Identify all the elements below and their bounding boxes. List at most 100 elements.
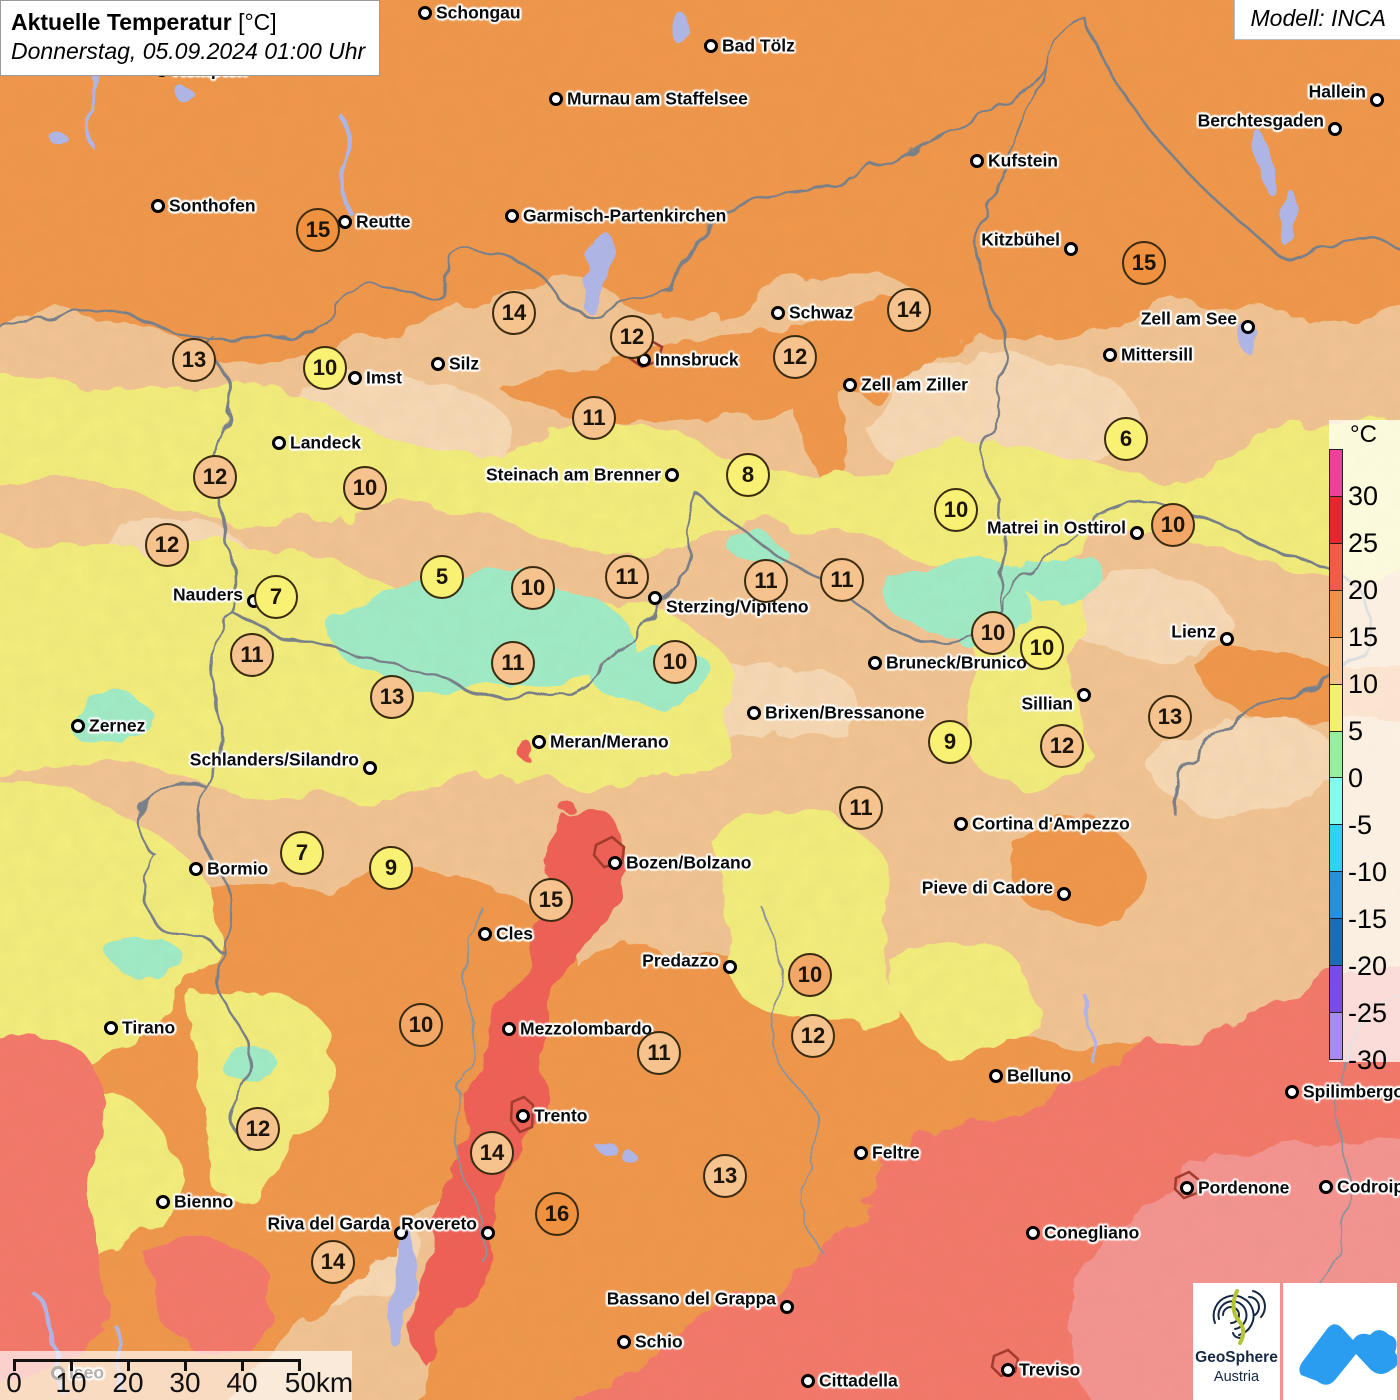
temperature-badge: 10 <box>971 611 1015 655</box>
temperature-badge: 7 <box>254 575 298 619</box>
temperature-badge: 10 <box>1020 626 1064 670</box>
city-dot-icon <box>1370 93 1384 107</box>
legend-color-segment <box>1330 731 1342 779</box>
city-label: Berchtesgaden <box>1197 110 1324 131</box>
city-dot-icon <box>71 719 85 733</box>
timestamp: Donnerstag, 05.09.2024 01:00 Uhr <box>11 37 366 64</box>
city-dot-icon <box>338 215 352 229</box>
temperature-badge: 12 <box>145 523 189 567</box>
temperature-badge: 13 <box>172 338 216 382</box>
scalebar-tick <box>298 1359 301 1371</box>
legend-color-segment <box>1330 1013 1342 1059</box>
legend-tick-label: -25 <box>1348 998 1388 1028</box>
city-dot-icon <box>1285 1085 1299 1099</box>
scalebar-tick <box>241 1359 244 1371</box>
legend-tick-label: -10 <box>1348 857 1388 887</box>
temperature-badge: 11 <box>839 786 883 830</box>
city-dot-icon <box>505 209 519 223</box>
city-label: Mittersill <box>1121 344 1193 365</box>
city-dot-icon <box>989 1069 1003 1083</box>
model-label: Modell: INCA <box>1233 0 1400 40</box>
city-dot-icon <box>1103 348 1117 362</box>
city-dot-icon <box>1319 1180 1333 1194</box>
city-label: Hallein <box>1308 81 1366 102</box>
city-label: Predazzo <box>642 950 719 971</box>
city-dot-icon <box>954 817 968 831</box>
temperature-badge: 12 <box>610 315 654 359</box>
city-dot-icon <box>104 1021 118 1035</box>
temperature-badge: 11 <box>744 559 788 603</box>
legend-tick-label: -15 <box>1348 904 1388 934</box>
legend-tick-label: 5 <box>1348 716 1364 746</box>
temperature-badge: 10 <box>303 346 347 390</box>
city-dot-icon <box>1328 122 1342 136</box>
city-label: Schio <box>635 1331 683 1352</box>
legend-color-segment <box>1330 778 1342 826</box>
city-label: Zernez <box>89 715 146 736</box>
city-label: Belluno <box>1007 1065 1072 1086</box>
blue-mountain-cloud-icon <box>1299 1324 1399 1385</box>
city-label: Lienz <box>1171 621 1216 642</box>
temperature-badge: 12 <box>236 1107 280 1151</box>
temperature-badge: 13 <box>703 1154 747 1198</box>
temperature-badge: 8 <box>726 453 770 497</box>
city-dot-icon <box>478 927 492 941</box>
city-label: Schlanders/Silandro <box>189 749 359 770</box>
city-dot-icon <box>970 154 984 168</box>
city-label: Bormio <box>207 858 269 879</box>
scalebar-tick <box>127 1359 130 1371</box>
city-label: Pieve di Cadore <box>921 877 1053 898</box>
scalebar-label: 30 <box>169 1367 201 1398</box>
city-label: Codroipo <box>1337 1176 1400 1197</box>
legend-color-segment <box>1330 684 1342 732</box>
legend-color-segment <box>1330 543 1342 591</box>
city-dot-icon <box>1026 1226 1040 1240</box>
legend-tick-label: -30 <box>1348 1045 1388 1075</box>
city-label: Kitzbühel <box>981 229 1060 250</box>
legend-unit: °C <box>1350 421 1377 448</box>
city-label: Zell am See <box>1140 308 1237 329</box>
temperature-badge: 6 <box>1104 417 1148 461</box>
city-dot-icon <box>801 1374 815 1388</box>
city-label: Conegliano <box>1044 1222 1140 1243</box>
city-label: Steinach am Brenner <box>485 464 661 485</box>
temperature-badge: 11 <box>230 633 274 677</box>
temperature-badge: 16 <box>535 1192 579 1236</box>
temperature-badge: 10 <box>511 566 555 610</box>
temperature-badge: 11 <box>491 641 535 685</box>
city-dot-icon <box>780 1300 794 1314</box>
geosphere-logo-text: GeoSphere <box>1195 1349 1278 1366</box>
temperature-badge: 15 <box>529 878 573 922</box>
scalebar-label: 0 <box>6 1367 22 1398</box>
inca-logo <box>1283 1283 1399 1400</box>
temperature-badge: 10 <box>788 953 832 997</box>
temperature-badge: 14 <box>887 288 931 332</box>
city-dot-icon <box>1064 242 1078 256</box>
scalebar-label: 50km <box>284 1367 354 1398</box>
city-label: Reutte <box>356 211 411 232</box>
city-label: Mezzolombardo <box>520 1018 653 1039</box>
city-dot-icon <box>516 1109 530 1123</box>
city-dot-icon <box>723 960 737 974</box>
title-box: Aktuelle Temperatur [°C] Donnerstag, 05.… <box>0 0 381 76</box>
temperature-badge: 13 <box>1148 695 1192 739</box>
temperature-badge: 15 <box>1122 241 1166 285</box>
city-label: Tirano <box>122 1017 176 1038</box>
scalebar-ruler <box>14 1359 300 1362</box>
city-label: Sonthofen <box>169 195 256 216</box>
city-label: Spilimbergo <box>1303 1081 1400 1102</box>
legend-color-segment <box>1330 590 1342 638</box>
city-label: Schongau <box>436 2 521 23</box>
city-dot-icon <box>648 591 662 605</box>
city-label: Bruneck/Brunico <box>886 652 1027 673</box>
temperature-badge: 12 <box>791 1014 835 1058</box>
city-label: Cortina d'Ampezzo <box>972 813 1130 834</box>
temperature-badge: 13 <box>370 675 414 719</box>
city-dot-icon <box>1001 1363 1015 1377</box>
city-label: Brixen/Bressanone <box>765 702 925 723</box>
scalebar-label: 40 <box>226 1367 258 1398</box>
temperature-badge: 10 <box>399 1003 443 1047</box>
legend-tick-label: 25 <box>1348 528 1379 558</box>
